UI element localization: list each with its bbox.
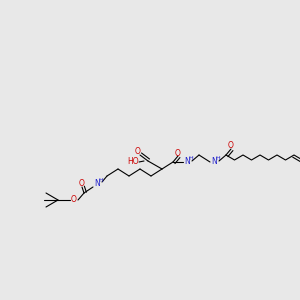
Text: H: H [99,178,103,184]
Text: O: O [79,179,85,188]
Text: H: H [189,157,194,161]
Text: N: N [184,158,190,166]
Text: O: O [228,142,234,151]
Text: N: N [211,158,217,166]
Text: HO: HO [127,158,139,166]
Text: N: N [94,178,100,188]
Text: O: O [135,148,141,157]
Text: O: O [175,148,181,158]
Text: H: H [216,157,220,161]
Text: O: O [71,196,77,205]
